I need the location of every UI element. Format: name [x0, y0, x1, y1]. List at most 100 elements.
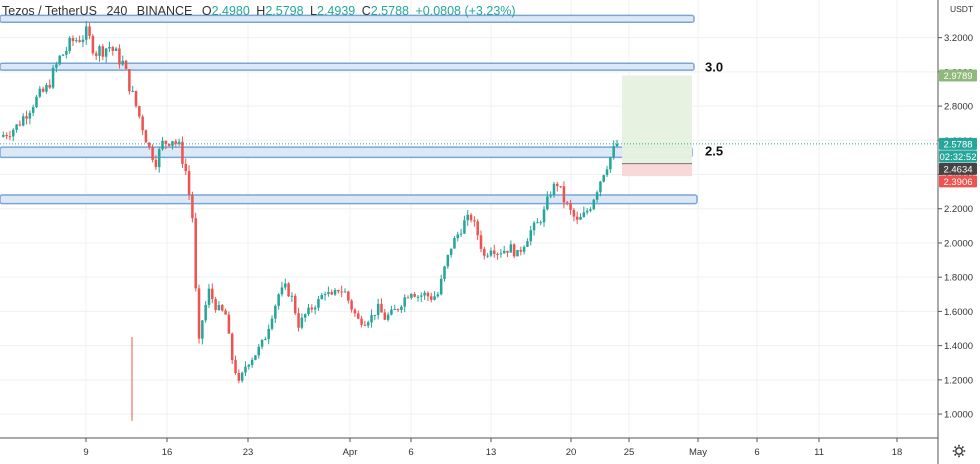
candle[interactable] — [8, 130, 12, 140]
candle[interactable] — [585, 208, 589, 215]
candle[interactable] — [284, 278, 287, 290]
interval[interactable]: 240 — [106, 4, 128, 18]
candle[interactable] — [211, 283, 214, 304]
candle[interactable] — [310, 304, 314, 313]
candle[interactable] — [131, 85, 134, 93]
candle[interactable] — [416, 294, 420, 302]
candle[interactable] — [469, 212, 473, 223]
long-position-tool[interactable] — [622, 75, 692, 177]
loss-zone[interactable] — [622, 163, 692, 177]
candle[interactable] — [254, 355, 257, 361]
candle[interactable] — [582, 206, 586, 218]
candle[interactable] — [201, 319, 204, 345]
candle[interactable] — [317, 295, 320, 311]
candle[interactable] — [104, 47, 108, 63]
candle[interactable] — [542, 205, 546, 227]
candle[interactable] — [552, 181, 556, 198]
candle[interactable] — [177, 138, 181, 147]
candle[interactable] — [81, 35, 85, 48]
candle[interactable] — [612, 140, 615, 160]
candle[interactable] — [84, 20, 88, 45]
candle[interactable] — [449, 248, 453, 258]
candle[interactable] — [234, 355, 237, 375]
candle[interactable] — [360, 315, 363, 328]
candle[interactable] — [71, 35, 75, 47]
candle[interactable] — [536, 218, 539, 224]
candle[interactable] — [144, 129, 148, 143]
candle[interactable] — [38, 86, 42, 99]
candle[interactable] — [559, 186, 562, 189]
candle[interactable] — [605, 165, 609, 178]
candle[interactable] — [114, 46, 118, 52]
candle[interactable] — [240, 371, 244, 383]
candle[interactable] — [257, 344, 261, 359]
zone-rect[interactable] — [0, 194, 698, 205]
candle[interactable] — [204, 301, 207, 323]
candle[interactable] — [373, 314, 377, 321]
candle[interactable] — [48, 79, 52, 90]
zone-rect[interactable] — [0, 62, 695, 71]
candle[interactable] — [532, 220, 536, 236]
candle[interactable] — [184, 158, 188, 176]
candle[interactable] — [366, 320, 370, 329]
candle[interactable] — [187, 165, 191, 200]
candle[interactable] — [340, 285, 343, 298]
candle[interactable] — [148, 142, 151, 150]
candle[interactable] — [68, 36, 71, 54]
candle[interactable] — [446, 254, 450, 269]
candle[interactable] — [420, 292, 423, 303]
candle[interactable] — [453, 236, 456, 249]
candle[interactable] — [493, 244, 496, 258]
candle[interactable] — [237, 369, 241, 384]
candle[interactable] — [436, 291, 440, 298]
candle[interactable] — [575, 211, 579, 225]
candle[interactable] — [370, 309, 373, 328]
candle[interactable] — [486, 252, 489, 259]
candle[interactable] — [98, 44, 101, 62]
candle[interactable] — [609, 156, 612, 173]
candle[interactable] — [264, 336, 267, 341]
candle[interactable] — [35, 95, 38, 109]
candle[interactable] — [31, 104, 35, 117]
candle[interactable] — [439, 274, 443, 296]
candle[interactable] — [516, 249, 519, 257]
candle[interactable] — [94, 50, 98, 60]
candle[interactable] — [502, 245, 506, 254]
candle[interactable] — [400, 305, 403, 314]
candle[interactable] — [134, 90, 138, 108]
candle[interactable] — [522, 245, 526, 255]
candle[interactable] — [55, 61, 58, 73]
candle[interactable] — [18, 120, 22, 127]
candle[interactable] — [61, 54, 65, 57]
candle[interactable] — [519, 246, 523, 256]
candle[interactable] — [167, 143, 171, 147]
candle[interactable] — [353, 308, 357, 317]
candle[interactable] — [443, 265, 446, 282]
candle[interactable] — [290, 292, 294, 302]
candle[interactable] — [489, 247, 493, 258]
candle[interactable] — [363, 321, 367, 327]
candle[interactable] — [28, 110, 32, 125]
candle[interactable] — [307, 303, 310, 317]
candle[interactable] — [589, 207, 592, 213]
zone-rect[interactable] — [0, 146, 693, 159]
candle[interactable] — [247, 363, 251, 370]
candlesticks[interactable] — [2, 20, 619, 421]
candle[interactable] — [108, 41, 111, 52]
time-axis[interactable]: 9 16 23 Apr 6 13 20 25 May 6 11 18 — [0, 437, 938, 458]
candle[interactable] — [562, 181, 566, 209]
candle[interactable] — [260, 339, 264, 350]
candle[interactable] — [390, 305, 393, 316]
candle[interactable] — [592, 198, 596, 211]
candle[interactable] — [337, 289, 340, 294]
candle[interactable] — [320, 292, 324, 300]
candle[interactable] — [250, 357, 254, 368]
candle[interactable] — [58, 54, 61, 66]
candle[interactable] — [274, 304, 277, 324]
settings-gear-icon[interactable] — [952, 444, 966, 458]
candle[interactable] — [456, 231, 460, 242]
candle[interactable] — [65, 46, 68, 59]
candle[interactable] — [330, 289, 333, 296]
candle[interactable] — [118, 44, 121, 69]
